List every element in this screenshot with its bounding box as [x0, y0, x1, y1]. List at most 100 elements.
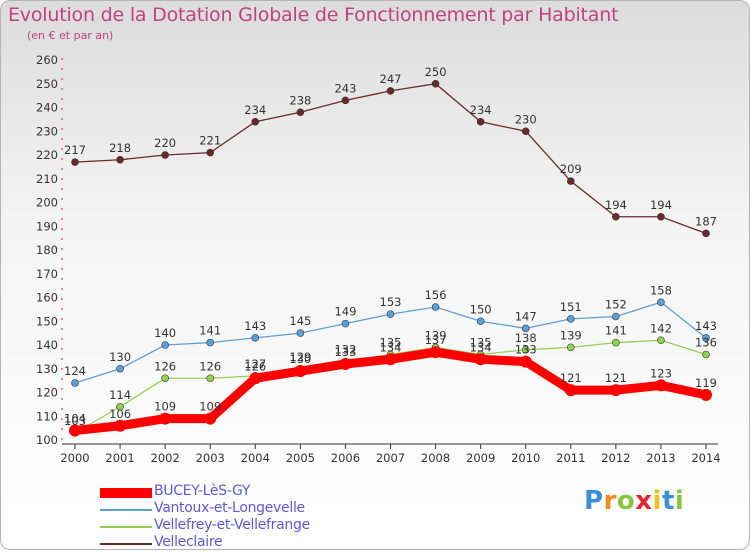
- logo-letter: t: [661, 486, 675, 516]
- legend-swatch: [100, 488, 152, 498]
- axes: 100 110 120 130 140 150 160 170 180 190 200 210 220 2…: [36, 53, 721, 465]
- data-point: [339, 358, 352, 370]
- data-point: [71, 379, 79, 387]
- y-tick-label: 250: [36, 77, 58, 91]
- data-point: [159, 412, 172, 425]
- data-label: 230: [515, 112, 537, 126]
- data-label: 143: [244, 319, 266, 333]
- data-label: 133: [334, 345, 356, 359]
- data-label: 243: [334, 81, 356, 95]
- logo-letter: i: [652, 486, 662, 516]
- data-point: [521, 127, 530, 136]
- data-label: 106: [109, 407, 131, 421]
- data-point: [702, 350, 710, 359]
- x-tick-label: 2002: [151, 451, 180, 465]
- data-point: [116, 155, 124, 164]
- data-label: 121: [560, 371, 582, 385]
- data-point: [476, 317, 485, 326]
- data-point: [564, 384, 577, 397]
- data-label: 156: [425, 288, 447, 302]
- data-point: [521, 324, 530, 333]
- data-point: [206, 148, 215, 157]
- data-point: [474, 353, 487, 366]
- data-point: [71, 158, 79, 166]
- x-tick-label: 2014: [691, 451, 720, 465]
- data-label: 109: [154, 400, 176, 414]
- data-point: [294, 365, 307, 378]
- y-tick-label: 260: [36, 53, 58, 67]
- y-tick-label: 180: [36, 243, 58, 257]
- data-point: [69, 424, 81, 437]
- y-tick-label: 210: [36, 172, 58, 186]
- series-0: [69, 346, 712, 437]
- data-point: [161, 341, 169, 349]
- data-point: [116, 402, 124, 411]
- data-point: [206, 338, 215, 347]
- data-label: 109: [199, 400, 221, 414]
- data-labels-layer: 104 106 109 109 126 130 133 134 137 134 133 121 121 1…: [64, 65, 717, 428]
- data-label: 114: [109, 388, 131, 402]
- series-1: [71, 298, 710, 387]
- x-tick-label: 2013: [646, 451, 675, 465]
- data-label: 238: [289, 93, 311, 107]
- data-label: 135: [470, 336, 492, 350]
- data-point: [612, 312, 620, 321]
- data-label: 132: [334, 343, 356, 357]
- data-label: 139: [560, 328, 582, 342]
- data-label: 142: [650, 321, 672, 335]
- data-label: 104: [64, 412, 86, 426]
- data-label: 119: [695, 376, 717, 390]
- data-label: 141: [199, 324, 221, 338]
- data-point: [116, 364, 124, 373]
- data-label: 130: [289, 352, 311, 366]
- data-label: 153: [380, 295, 402, 309]
- data-point: [566, 343, 575, 352]
- data-point: [566, 177, 575, 185]
- logo-letter: r: [603, 486, 617, 516]
- x-tick-label: 2004: [241, 451, 270, 465]
- chart-title: Evolution de la Dotation Globale de Fonc…: [8, 4, 619, 26]
- logo-letter: P: [584, 486, 604, 516]
- data-point: [249, 372, 262, 385]
- data-point: [521, 345, 530, 354]
- data-point: [296, 329, 305, 337]
- data-label: 143: [695, 319, 717, 333]
- data-point: [296, 108, 305, 117]
- y-tick-label: 240: [36, 101, 58, 115]
- data-point: [251, 117, 260, 126]
- x-tick-label: 2006: [331, 451, 360, 465]
- data-point: [386, 87, 395, 95]
- data-point: [476, 117, 485, 126]
- data-label: 221: [199, 134, 221, 148]
- y-tick-label: 170: [36, 267, 58, 281]
- y-tick-label: 110: [36, 409, 58, 423]
- data-label: 126: [154, 359, 176, 373]
- data-point: [114, 419, 127, 432]
- data-point: [702, 334, 710, 342]
- x-tick-label: 2011: [556, 451, 585, 465]
- legend-label: Velleclaire: [154, 534, 223, 550]
- data-label: 123: [650, 366, 672, 380]
- y-tick-label: 100: [36, 433, 58, 447]
- data-label: 149: [334, 305, 356, 319]
- data-label: 217: [64, 143, 86, 157]
- data-label: 126: [244, 359, 266, 373]
- data-point: [161, 151, 169, 159]
- y-tick-label: 120: [36, 386, 58, 400]
- data-label: 218: [109, 141, 131, 155]
- data-label: 194: [650, 198, 672, 212]
- legend-swatch: [100, 526, 152, 528]
- data-point: [431, 79, 440, 88]
- x-tick-label: 2005: [286, 451, 315, 465]
- y-tick-label: 160: [36, 291, 58, 305]
- data-label: 126: [199, 359, 221, 373]
- data-label: 139: [425, 328, 447, 342]
- legend-label: BUCEY-LèS-GY: [154, 483, 251, 499]
- y-tick-label: 230: [36, 124, 58, 138]
- data-label: 140: [154, 326, 176, 340]
- y-tick-label: 140: [36, 338, 58, 352]
- series-3: [71, 79, 710, 238]
- data-point: [429, 346, 442, 359]
- data-label: 103: [64, 414, 86, 428]
